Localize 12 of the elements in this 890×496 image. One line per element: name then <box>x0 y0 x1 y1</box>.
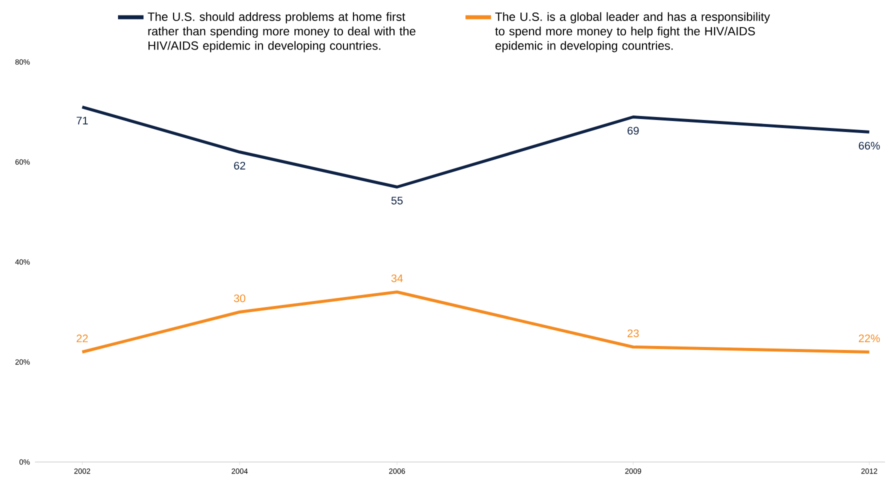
data-label: 71 <box>76 116 88 124</box>
legend-label: The U.S. should address problems at home first rather than spending more money to deal with the HIV/AIDS epidemic in developing countries. <box>148 12 416 52</box>
data-label: 22% <box>858 334 880 342</box>
data-label: 30 <box>234 294 246 302</box>
data-label: 62 <box>234 162 246 170</box>
legend-label: The U.S. is a global leader and has a responsibility to spend more money to help fight the HIV/AIDS epidemic in developing countries. <box>495 12 770 52</box>
data-label: 66% <box>858 142 880 150</box>
data-label: 34 <box>391 274 403 282</box>
data-label: 55 <box>391 196 403 204</box>
data-label: 69 <box>628 126 639 135</box>
data-label: 23 <box>628 329 639 338</box>
data-label: 22 <box>76 334 88 342</box>
